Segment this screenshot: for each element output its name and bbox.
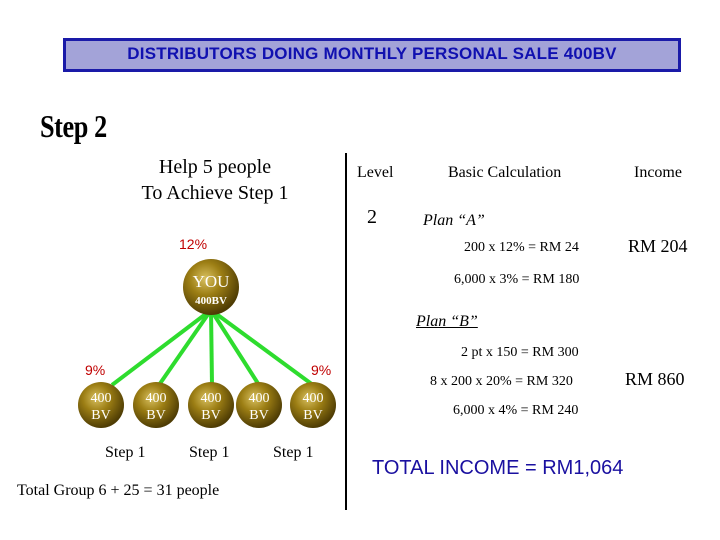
title-banner: DISTRIBUTORS DOING MONTHLY PERSONAL SALE… — [63, 38, 681, 72]
svg-text:400: 400 — [201, 391, 222, 406]
percent-9-right: 9% — [311, 362, 332, 378]
svg-text:400: 400 — [303, 391, 324, 406]
income-header: Income — [634, 164, 682, 181]
connector-lines — [110, 308, 315, 387]
level-header: Level — [357, 164, 394, 181]
percent-12: 12% — [179, 236, 208, 252]
svg-text:BV: BV — [303, 408, 322, 423]
child-node: 400 BV — [188, 382, 234, 428]
percent-9-left: 9% — [85, 362, 106, 378]
svg-text:BV: BV — [249, 408, 268, 423]
step1-label: Step 1 — [189, 444, 230, 461]
help-line-2: To Achieve Step 1 — [141, 182, 289, 204]
plan-b-income: RM 860 — [625, 369, 685, 389]
plan-a-line: 6,000 x 3% = RM 180 — [454, 272, 580, 287]
plan-b-line: 2 pt x 150 = RM 300 — [461, 345, 579, 360]
plan-a-income: RM 204 — [628, 236, 688, 256]
svg-text:400: 400 — [249, 391, 270, 406]
column-divider — [345, 153, 347, 510]
calc-header: Basic Calculation — [448, 164, 562, 181]
svg-text:BV: BV — [201, 408, 220, 423]
svg-text:BV: BV — [91, 408, 110, 423]
step1-label: Step 1 — [273, 444, 314, 461]
plan-b-line: 6,000 x 4% = RM 240 — [453, 403, 579, 418]
plan-b-line: 8 x 200 x 20% = RM 320 — [430, 374, 573, 389]
svg-text:400: 400 — [146, 391, 167, 406]
total-income: TOTAL INCOME = RM1,064 — [372, 457, 624, 479]
plan-b-label: Plan “B” — [416, 313, 478, 330]
you-label: YOU — [193, 272, 230, 291]
svg-text:BV: BV — [146, 408, 165, 423]
banner-title: DISTRIBUTORS DOING MONTHLY PERSONAL SALE… — [127, 44, 617, 63]
step1-label: Step 1 — [105, 444, 146, 461]
svg-text:400: 400 — [91, 391, 112, 406]
child-node: 400 BV — [290, 382, 336, 428]
you-bv: 400BV — [195, 295, 227, 307]
plan-a-label: Plan “A” — [423, 212, 485, 229]
level-value: 2 — [367, 206, 377, 228]
child-node: 400 BV — [133, 382, 179, 428]
step-title: Step 2 — [40, 108, 107, 144]
plan-a-line: 200 x 12% = RM 24 — [464, 240, 579, 255]
total-group: Total Group 6 + 25 = 31 people — [17, 482, 220, 499]
child-node: 400 BV — [78, 382, 124, 428]
help-line-1: Help 5 people — [158, 156, 272, 178]
child-node: 400 BV — [236, 382, 282, 428]
you-node: YOU 400BV — [183, 259, 239, 315]
